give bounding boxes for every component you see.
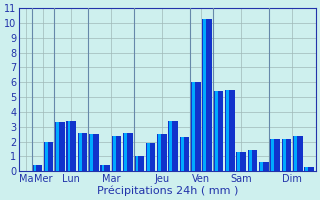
Bar [146,143,155,171]
Bar [249,150,252,171]
Bar [78,133,87,171]
Bar [293,136,302,171]
Bar [204,19,206,171]
Bar [226,90,229,171]
Bar [215,91,218,171]
Bar [158,134,161,171]
Bar [55,122,65,171]
Bar [45,142,48,171]
Bar [90,134,93,171]
Bar [305,167,308,171]
Bar [68,121,70,171]
Bar [294,136,297,171]
Bar [181,137,184,171]
Bar [56,122,59,171]
Bar [33,165,42,171]
Bar [168,121,178,171]
Bar [101,165,104,171]
Bar [271,139,274,171]
Bar [67,121,76,171]
Bar [124,133,127,171]
Bar [157,134,167,171]
Bar [236,152,246,171]
Bar [180,137,189,171]
Bar [112,136,121,171]
Bar [123,133,133,171]
Bar [170,121,172,171]
Bar [89,134,99,171]
Bar [100,165,110,171]
Bar [44,142,53,171]
Bar [113,136,116,171]
Bar [134,156,144,171]
Bar [136,156,138,171]
Bar [225,90,235,171]
X-axis label: Précipitations 24h ( mm ): Précipitations 24h ( mm ) [97,185,238,196]
Bar [304,167,314,171]
Bar [202,19,212,171]
Bar [259,162,268,171]
Bar [34,165,36,171]
Bar [282,139,291,171]
Bar [283,139,285,171]
Bar [79,133,82,171]
Bar [248,150,257,171]
Bar [192,82,195,171]
Bar [147,143,150,171]
Bar [191,82,201,171]
Bar [270,139,280,171]
Bar [260,162,263,171]
Bar [214,91,223,171]
Bar [237,152,240,171]
